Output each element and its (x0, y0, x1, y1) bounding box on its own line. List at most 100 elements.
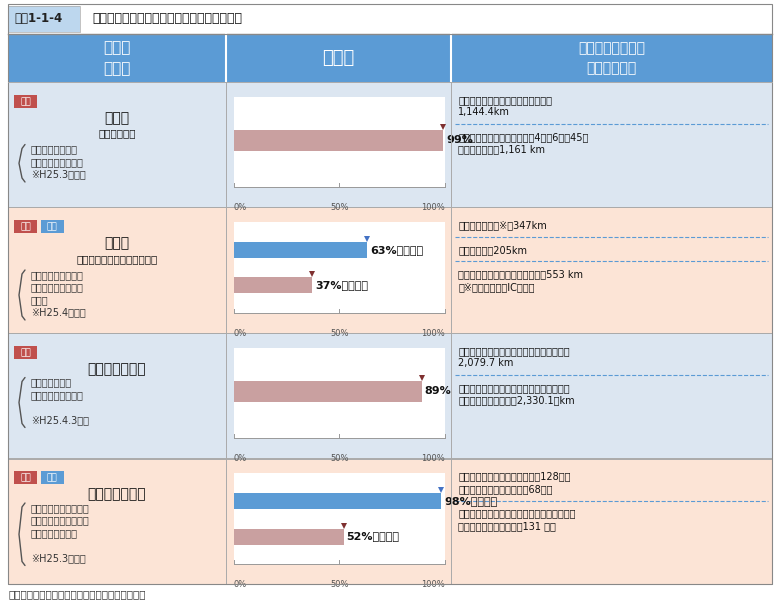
Bar (14, 346, 37, 359)
Bar (14, 220, 37, 234)
Bar (8, 6, 80, 32)
Text: 1,144.4km: 1,144.4km (458, 108, 510, 118)
Bar (8, 333, 225, 458)
Text: 0%: 0% (234, 204, 247, 213)
Text: 50%: 50% (330, 204, 349, 213)
Bar (234, 474, 445, 564)
Bar (41, 220, 63, 234)
Text: 89%: 89% (425, 387, 452, 396)
Text: ※H25.3末時点: ※H25.3末時点 (31, 170, 86, 179)
Text: 50%: 50% (330, 454, 349, 463)
Text: 本格復旧工事に着手し箇所数　128箇所: 本格復旧工事に着手し箇所数 128箇所 (458, 472, 571, 481)
Text: 完了: 完了 (20, 97, 31, 106)
Text: 50%: 50% (330, 329, 349, 338)
Bar (41, 472, 63, 484)
Text: 50%: 50% (330, 580, 349, 589)
Bar (234, 277, 312, 294)
Text: 交通網: 交通網 (105, 111, 129, 125)
Text: 復旧・復興の状況
／被害の状況: 復旧・復興の状況 ／被害の状況 (578, 41, 645, 75)
Bar (8, 6, 80, 32)
Text: 本格復旧に着手した復: 本格復旧に着手した復 (31, 503, 90, 513)
Bar (225, 82, 451, 208)
Text: れた港湾施設の箇所数　131 箇所: れた港湾施設の箇所数 131 箇所 (458, 521, 556, 531)
Bar (14, 95, 37, 108)
Text: 災した路線の総延長　2,330.1　km: 災した路線の総延長 2,330.1 km (458, 396, 575, 405)
Bar (225, 208, 451, 333)
Text: 100%: 100% (421, 454, 445, 463)
Text: （復興道路・復興支援道路）: （復興道路・復興支援道路） (76, 254, 158, 264)
Text: 着工: 着工 (47, 474, 58, 483)
Bar (234, 97, 445, 187)
Text: た港湾施設の割合: た港湾施設の割合 (31, 528, 78, 538)
Text: ※H25.4.3時点: ※H25.4.3時点 (31, 415, 89, 425)
Text: 岩手，宮城，福島県内の国道4号，6号，45号: 岩手，宮城，福島県内の国道4号，6号，45号 (458, 132, 588, 142)
Text: 交通網: 交通網 (105, 237, 129, 251)
Text: 52%（完了）: 52%（完了） (346, 532, 399, 542)
Text: ※工事着手したIC間延長: ※工事着手したIC間延長 (458, 282, 534, 292)
Bar (234, 242, 367, 258)
Bar (234, 222, 445, 313)
Text: 項　目
指標名: 項 目 指標名 (103, 40, 130, 76)
Text: 着工: 着工 (47, 222, 58, 231)
Bar (234, 493, 441, 509)
Text: 0%: 0% (234, 329, 247, 338)
Text: 下記のうち本復旧完了等の開通延長: 下記のうち本復旧完了等の開通延長 (458, 95, 552, 105)
Text: 道路開通延長の割合: 道路開通延長の割合 (31, 157, 84, 167)
Bar (451, 333, 772, 458)
Text: 被災地の交通ネットワークの復旧・復興状況: 被災地の交通ネットワークの復旧・復興状況 (92, 13, 242, 25)
Bar (8, 458, 225, 584)
Text: （直轄国道）: （直轄国道） (98, 129, 136, 138)
Bar (234, 381, 422, 402)
Text: 交通網（鉄道）: 交通網（鉄道） (87, 362, 146, 376)
Bar (451, 34, 772, 82)
Text: 0%: 0% (234, 454, 247, 463)
Text: 本格復旧工事完了箇所数　68箇所: 本格復旧工事完了箇所数 68箇所 (458, 484, 552, 494)
Text: 63%（着手）: 63%（着手） (370, 245, 423, 255)
Bar (451, 82, 772, 208)
Text: 下記のうち鉄道運行を再開した路線の延長: 下記のうち鉄道運行を再開した路線の延長 (458, 346, 569, 356)
Text: 鉄道路線延長の割合: 鉄道路線延長の割合 (31, 390, 84, 400)
Text: 出典：関係省庁からのデータをもとに復興庁作成: 出典：関係省庁からのデータをもとに復興庁作成 (8, 589, 146, 599)
Bar (8, 4, 772, 34)
Text: 被災した港湾のうち，復旧工程計画に定めら: 被災した港湾のうち，復旧工程計画に定めら (458, 509, 576, 518)
Bar (225, 34, 451, 82)
Text: 交通網（港湾）: 交通網（港湾） (87, 487, 146, 501)
Text: ※H25.4末時点: ※H25.4末時点 (31, 307, 86, 318)
Text: 完了: 完了 (20, 348, 31, 357)
Bar (234, 130, 443, 151)
Bar (8, 34, 225, 82)
Bar (14, 472, 37, 484)
Bar (234, 348, 445, 439)
Text: 98%（着工）: 98%（着工） (444, 496, 497, 506)
Text: 供用済延長　205km: 供用済延長 205km (458, 245, 527, 255)
Text: 完了: 完了 (20, 222, 31, 231)
Text: 工事に着手した復興: 工事に着手した復興 (31, 270, 84, 280)
Text: 0%: 0% (234, 580, 247, 589)
Text: 図表1-1-4: 図表1-1-4 (14, 13, 62, 25)
Bar (234, 528, 344, 544)
Text: 100%: 100% (421, 580, 445, 589)
Text: 旧工程計画に定められ: 旧工程計画に定められ (31, 515, 90, 525)
Bar (225, 333, 451, 458)
Text: 運行を再開した: 運行を再開した (31, 378, 72, 388)
Text: 進捗率: 進捗率 (322, 49, 355, 67)
Text: 99%: 99% (446, 135, 473, 146)
Text: 37%（完了）: 37%（完了） (315, 280, 368, 291)
Text: の総開通延長　1,161 km: の総開通延長 1,161 km (458, 144, 545, 155)
Text: の割合: の割合 (31, 295, 48, 305)
Text: 完了: 完了 (20, 474, 31, 483)
Bar (8, 82, 225, 208)
Text: 2,079.7 km: 2,079.7 km (458, 359, 513, 368)
Text: 本復旧が完了した: 本復旧が完了した (31, 144, 78, 155)
Bar (451, 458, 772, 584)
Text: 道路・復興支援道路: 道路・復興支援道路 (31, 283, 84, 292)
Bar (225, 458, 451, 584)
Text: 岩手，宮城，福島県内の旅客鉄道のうち被: 岩手，宮城，福島県内の旅客鉄道のうち被 (458, 383, 569, 393)
Text: 工事着手済延長※　347km: 工事着手済延長※ 347km (458, 220, 547, 231)
Text: ※H25.3末時点: ※H25.3末時点 (31, 553, 86, 563)
Text: 100%: 100% (421, 329, 445, 338)
Bar (8, 208, 225, 333)
Text: 100%: 100% (421, 204, 445, 213)
Bar (451, 208, 772, 333)
Text: 計画済延長（事業中＋供用済）　553 km: 計画済延長（事業中＋供用済） 553 km (458, 269, 583, 280)
